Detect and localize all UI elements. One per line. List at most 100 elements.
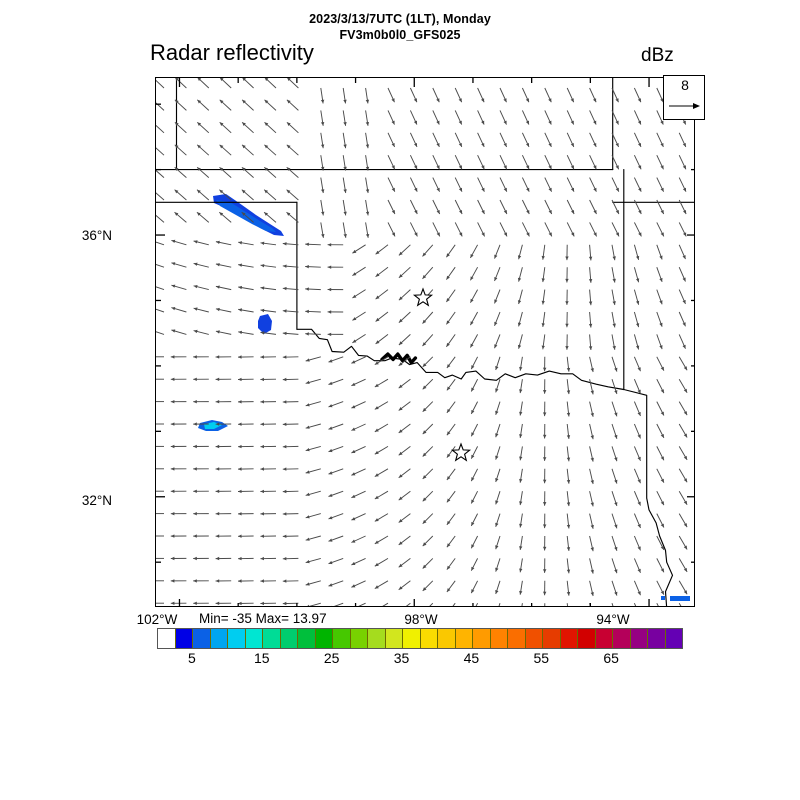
wind-vector-head bbox=[590, 390, 594, 395]
wind-vector-head bbox=[495, 590, 499, 594]
wind-vector-head bbox=[398, 586, 403, 590]
wind-vector-head bbox=[570, 120, 574, 125]
axis-label-lon-0: 102°W bbox=[136, 612, 178, 627]
colorbar-cell bbox=[315, 629, 333, 648]
wind-vector-head bbox=[615, 165, 619, 170]
wind-vector-head bbox=[446, 565, 451, 570]
wind-vector bbox=[308, 602, 321, 606]
wind-vector-head bbox=[458, 120, 462, 125]
wind-vector-head bbox=[659, 322, 663, 327]
wind-vector-head bbox=[660, 120, 664, 125]
wind-vector-head bbox=[590, 480, 594, 484]
wind-vector-head bbox=[590, 412, 594, 417]
wind-vector-head bbox=[614, 569, 618, 574]
wind-vector-head bbox=[590, 592, 594, 596]
wind-vector-head bbox=[282, 264, 287, 268]
wind-vector-head bbox=[519, 523, 523, 528]
wind-vector-head bbox=[659, 345, 663, 350]
wind-vector-head bbox=[458, 165, 462, 170]
wind-vector-head bbox=[446, 253, 450, 258]
wind-vector-head bbox=[260, 512, 264, 516]
wind-vector-head bbox=[593, 143, 597, 147]
map-plot-area[interactable] bbox=[155, 77, 695, 607]
wind-vector-head bbox=[215, 263, 220, 267]
wind-vector-head bbox=[590, 547, 594, 552]
wind-vector-head bbox=[197, 189, 201, 194]
wind-vector-head bbox=[260, 601, 264, 606]
wind-vector-head bbox=[215, 355, 220, 359]
wind-vector-head bbox=[565, 256, 569, 261]
colorbar-cell bbox=[385, 629, 403, 648]
colorbar-cell bbox=[508, 629, 526, 648]
wind-vector-head bbox=[636, 255, 640, 260]
wind-vector-head bbox=[351, 360, 356, 364]
wind-vector-head bbox=[638, 232, 642, 237]
wind-vector-head bbox=[683, 478, 688, 483]
colorbar[interactable] bbox=[157, 628, 683, 649]
wind-vector-head bbox=[683, 500, 688, 505]
colorbar-cell bbox=[210, 629, 228, 648]
wind-vector-head bbox=[352, 249, 357, 254]
wind-vector-head bbox=[615, 143, 619, 147]
wind-vector-head bbox=[331, 605, 332, 606]
wind-vector-head bbox=[260, 467, 264, 471]
axis-label-lat-1: 32°N bbox=[81, 493, 112, 508]
wind-vector-head bbox=[193, 355, 197, 359]
colorbar-cell bbox=[630, 629, 648, 648]
wind-vector-head bbox=[446, 498, 451, 503]
wind-vector-head bbox=[398, 541, 403, 545]
axis-label-lat-0: 36°N bbox=[81, 228, 112, 243]
wind-vector-head bbox=[193, 534, 197, 538]
wind-vector-head bbox=[351, 561, 356, 565]
wind-vector-head bbox=[614, 591, 618, 596]
wind-vector-head bbox=[193, 512, 197, 516]
radar-echo-layer bbox=[198, 194, 690, 601]
wind-vector-head bbox=[286, 167, 291, 171]
wind-vector-head bbox=[637, 479, 641, 484]
wind-vector-head bbox=[682, 165, 686, 170]
wind-vector-head bbox=[566, 390, 571, 395]
reference-vector-box: 8 bbox=[663, 75, 705, 120]
wind-vector bbox=[156, 79, 165, 89]
wind-vector-head bbox=[481, 143, 485, 147]
wind-vector-head bbox=[282, 355, 287, 359]
city-marker-layer bbox=[412, 287, 472, 462]
wind-vector-head bbox=[215, 377, 220, 381]
wind-vector-head bbox=[260, 489, 264, 494]
wind-vector-head bbox=[637, 501, 641, 506]
wind-vector-head bbox=[242, 78, 246, 81]
wind-vector-head bbox=[517, 322, 522, 327]
wind-vector-head bbox=[286, 189, 291, 194]
wind-vector-head bbox=[365, 211, 370, 216]
wind-vector-head bbox=[683, 455, 688, 460]
wind-vector-head bbox=[548, 232, 552, 237]
colorbar-cell bbox=[438, 629, 456, 648]
wind-vector-head bbox=[590, 569, 594, 574]
wind-vector-head bbox=[321, 234, 325, 238]
wind-vector bbox=[156, 214, 165, 223]
wind-vector-head bbox=[683, 433, 688, 438]
wind-vector-head bbox=[352, 317, 357, 321]
wind-vector-head bbox=[398, 274, 403, 278]
city-star-marker bbox=[450, 442, 472, 462]
wind-vector-head bbox=[470, 298, 474, 303]
wind-vector-head bbox=[351, 449, 356, 453]
wind-vector-head bbox=[305, 403, 310, 407]
wind-vector-head bbox=[590, 457, 594, 462]
wind-vector-head bbox=[614, 412, 618, 417]
wind-vector-head bbox=[197, 78, 202, 81]
wind-vector bbox=[156, 147, 165, 156]
wind-vector-head bbox=[260, 286, 265, 290]
wind-vector-head bbox=[242, 122, 246, 126]
wind-vector-head bbox=[446, 588, 451, 592]
wind-vector-head bbox=[174, 144, 179, 149]
wind-vector-head bbox=[175, 78, 179, 81]
wind-vector-head bbox=[260, 308, 265, 313]
wind-vector-head bbox=[328, 493, 333, 497]
wind-vector-head bbox=[260, 264, 265, 268]
wind-vector-head bbox=[481, 98, 485, 103]
wind-vector-head bbox=[286, 122, 291, 126]
wind-vector-head bbox=[519, 366, 523, 371]
wind-vector-head bbox=[414, 143, 417, 147]
